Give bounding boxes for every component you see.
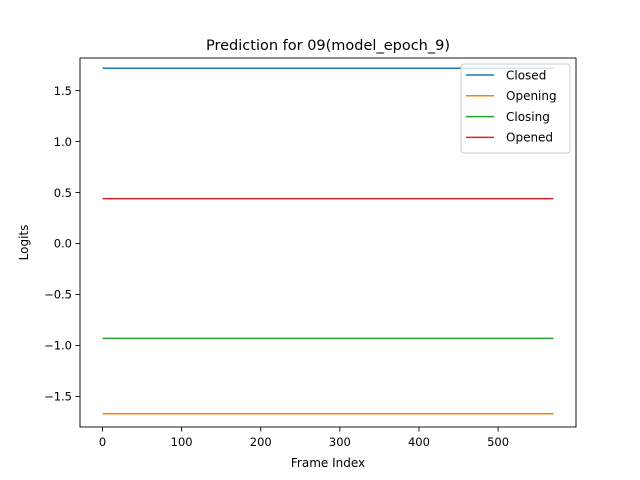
x-tick-label: 200 <box>250 435 272 449</box>
x-axis-label: Frame Index <box>291 456 365 470</box>
y-tick-label: −1.0 <box>44 339 72 353</box>
plot-frame <box>79 57 577 428</box>
y-tick-label: 0.5 <box>54 186 72 200</box>
y-axis-label: Logits <box>17 225 31 261</box>
y-tick-label: −1.5 <box>44 390 72 404</box>
x-tick-label: 0 <box>99 435 106 449</box>
legend-label-closing: Closing <box>506 110 550 124</box>
legend-label-opening: Opening <box>506 89 557 103</box>
legend: Closed Opening Closing Opened <box>460 63 571 154</box>
x-axis-ticks: 0 100 200 300 400 500 <box>99 427 509 449</box>
legend-label-closed: Closed <box>506 68 546 82</box>
x-tick-label: 100 <box>171 435 193 449</box>
x-tick-label: 400 <box>408 435 430 449</box>
chart-title: Prediction for 09(model_epoch_9) <box>206 38 450 54</box>
legend-box <box>460 63 571 154</box>
y-tick-label: 1.5 <box>54 84 72 98</box>
y-tick-label: −0.5 <box>44 288 72 302</box>
x-tick-label: 300 <box>329 435 351 449</box>
y-axis-ticks: −1.5 −1.0 −0.5 0.0 0.5 1.0 1.5 <box>44 84 80 404</box>
y-tick-label: 0.0 <box>54 237 72 251</box>
x-tick-label: 500 <box>487 435 509 449</box>
legend-label-opened: Opened <box>506 131 553 145</box>
y-tick-label: 1.0 <box>54 135 72 149</box>
